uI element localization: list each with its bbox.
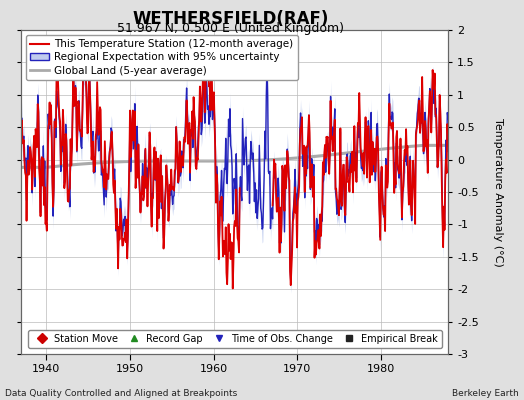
Text: Data Quality Controlled and Aligned at Breakpoints: Data Quality Controlled and Aligned at B… [5, 389, 237, 398]
Text: 51.967 N, 0.500 E (United Kingdom): 51.967 N, 0.500 E (United Kingdom) [117, 22, 344, 35]
Text: WETHERSFIELD(RAF): WETHERSFIELD(RAF) [133, 10, 329, 28]
Y-axis label: Temperature Anomaly (°C): Temperature Anomaly (°C) [493, 118, 503, 266]
Text: Berkeley Earth: Berkeley Earth [452, 389, 519, 398]
Legend: Station Move, Record Gap, Time of Obs. Change, Empirical Break: Station Move, Record Gap, Time of Obs. C… [28, 330, 442, 348]
